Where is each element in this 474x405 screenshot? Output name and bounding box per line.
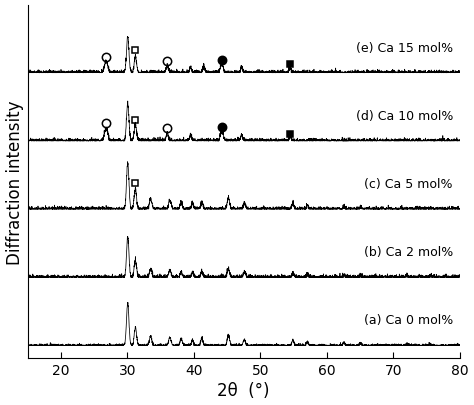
- Text: (b) Ca 2 mol%: (b) Ca 2 mol%: [364, 245, 453, 258]
- Text: (c) Ca 5 mol%: (c) Ca 5 mol%: [365, 177, 453, 190]
- Text: (e) Ca 15 mol%: (e) Ca 15 mol%: [356, 41, 453, 54]
- Text: (a) Ca 0 mol%: (a) Ca 0 mol%: [364, 313, 453, 327]
- Y-axis label: Diffraction intensity: Diffraction intensity: [6, 100, 24, 264]
- X-axis label: 2θ  (°): 2θ (°): [218, 382, 270, 399]
- Text: (d) Ca 10 mol%: (d) Ca 10 mol%: [356, 109, 453, 122]
